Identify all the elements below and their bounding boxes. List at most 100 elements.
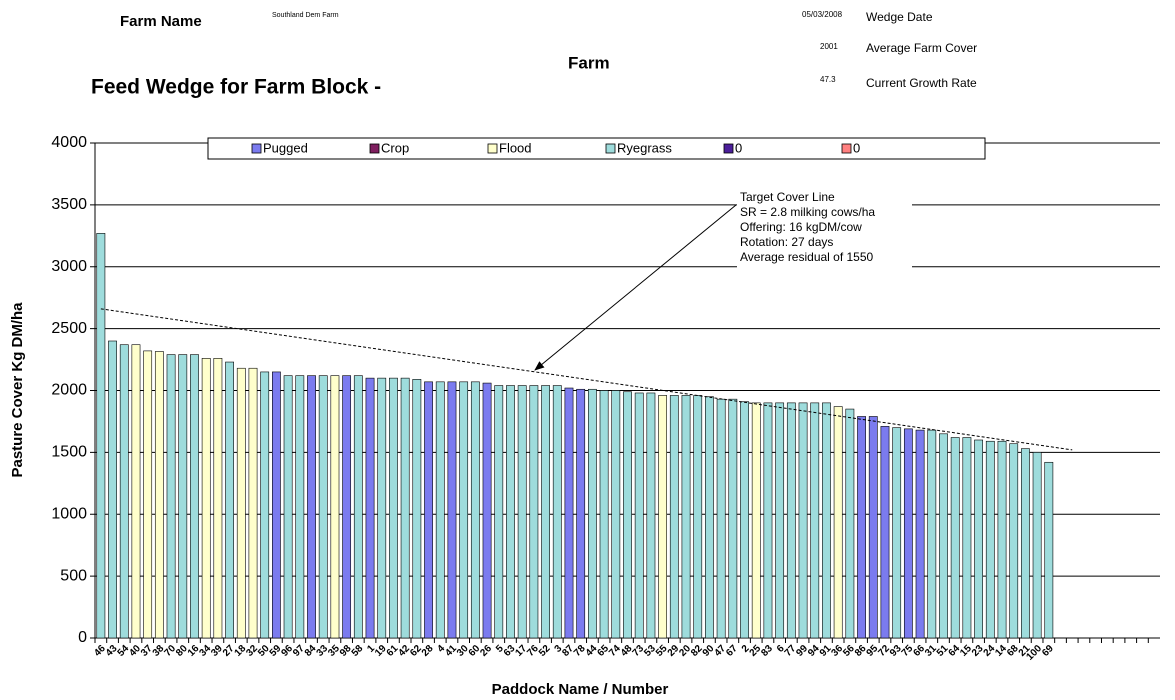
bar [716,398,726,639]
wedge-date: 05/03/2008 [802,10,843,19]
bar [693,395,703,639]
legend-label: Ryegrass [617,140,672,155]
bar [517,385,527,639]
x-tick-label: 69 [1040,643,1056,659]
bar [763,402,773,639]
bar [389,377,398,639]
bar [822,402,831,639]
bar [213,358,223,639]
bar [845,408,855,639]
bar [611,390,621,639]
bar [892,427,902,639]
bar [482,382,492,639]
y-tick-label: 3500 [51,196,87,213]
y-tick-label: 3000 [51,258,87,275]
legend-swatch [487,143,498,154]
bar [810,402,820,639]
bar [857,416,866,639]
bar [353,375,363,639]
bar [705,396,714,639]
bar [295,375,305,639]
growth-rate: 47.3 [820,75,836,84]
bar [108,340,117,639]
bar [587,388,597,639]
annotation-arrow [534,204,737,371]
legend-label: 0 [853,140,860,155]
bar [669,395,679,639]
x-tick-label: 28 [420,643,436,659]
bar [681,395,691,639]
x-tick-label: 67 [724,643,740,659]
y-tick-label: 500 [60,567,87,584]
bar [424,381,433,639]
annotation-text: Rotation: 27 days [740,235,833,249]
bar [646,392,656,639]
bar [552,385,562,639]
bar [131,344,141,639]
annotation-text: Offering: 16 kgDM/cow [740,220,862,234]
bar [435,381,445,639]
bar [927,429,937,639]
bar [880,426,890,639]
farm-name: Southland Dem Farm [272,12,339,19]
x-tick-label: 83 [759,643,775,659]
growth-rate-label: Current Growth Rate [866,76,977,90]
bar [143,350,153,639]
bar [997,440,1007,639]
bar [506,385,515,639]
bar [283,375,293,639]
bar [400,377,410,639]
bar [365,377,375,639]
bar [1032,452,1042,639]
x-axis-title: Paddock Name / Number [492,681,669,698]
legend-label: Flood [499,140,532,155]
bar [529,385,539,639]
x-tick-label: 26 [478,643,494,659]
annotation-text: Target Cover Line [740,190,835,204]
bar [1009,443,1019,639]
target-cover-line [100,308,1073,451]
bar [225,361,234,639]
y-tick-label: 2000 [51,382,87,399]
annotation-text: SR = 2.8 milking cows/ha [740,205,875,219]
bar [634,392,644,639]
bar [903,428,913,639]
bar [201,358,211,639]
bar [494,385,504,639]
y-tick-label: 1500 [51,444,87,461]
bar [728,398,738,639]
y-tick-label: 4000 [51,134,87,151]
legend-label: 0 [735,140,742,155]
y-tick-label: 1000 [51,505,87,522]
bar [751,402,761,639]
farm-name-label: Farm Name [120,13,202,30]
bar [939,433,948,639]
bar [576,388,586,639]
bar [541,385,550,639]
legend-label: Crop [381,140,409,155]
bar [868,416,878,639]
bar [974,439,983,639]
bar [190,354,199,639]
bar [154,351,164,639]
bar [623,391,632,639]
bar [599,390,609,639]
bar [412,379,422,639]
bar [459,381,469,639]
bar [307,375,316,639]
y-tick-label: 2500 [51,320,87,337]
bar [166,354,176,639]
bar [775,402,785,639]
bar [1021,448,1030,639]
y-axis-title: Pasture Cover Kg DM/ha [9,302,26,478]
bar [950,437,960,639]
bar [658,395,668,639]
bar [1044,461,1054,639]
annotation-bg [737,190,912,278]
legend-swatch [723,143,734,154]
bar [564,387,574,639]
bar [377,377,387,639]
wedge-date-label: Wedge Date [866,10,933,24]
bar [740,401,749,639]
